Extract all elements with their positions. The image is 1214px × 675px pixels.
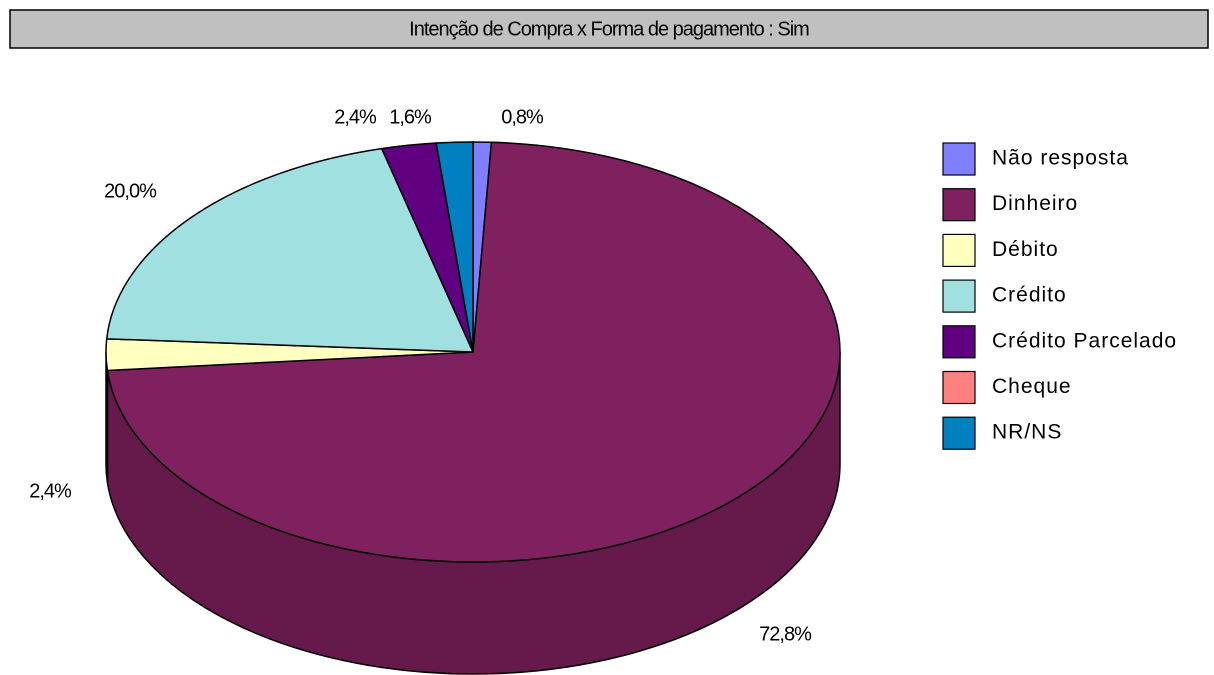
pie-slice — [105, 147, 475, 353]
legend-swatch — [942, 233, 976, 267]
legend-swatch — [942, 188, 976, 222]
data-label: 2,4% — [29, 480, 72, 502]
legend-label: Crédito Parcelado — [992, 329, 1177, 352]
legend-swatch — [942, 370, 976, 405]
legend-label: Crédito — [992, 284, 1067, 307]
legend-swatch — [942, 142, 976, 176]
legend-label: Débito — [992, 238, 1059, 261]
legend-label: Não resposta — [992, 147, 1129, 170]
data-label: 1,6% — [389, 106, 432, 128]
pie-slice — [435, 141, 474, 353]
data-label: 72,8% — [759, 623, 812, 645]
legend-label: NR/NS — [992, 421, 1062, 444]
chart-title: Intenção de Compra x Forma de pagamento … — [409, 18, 809, 40]
data-label: 2,4% — [334, 106, 377, 128]
legend-swatch — [942, 416, 976, 450]
data-label: 20,0% — [104, 180, 157, 202]
legend-swatch — [942, 279, 976, 313]
title-bar — [9, 9, 1209, 49]
data-label: 0,8% — [501, 106, 544, 128]
legend-label: Cheque — [992, 375, 1072, 398]
legend-label: Dinheiro — [992, 192, 1078, 215]
legend-swatch — [942, 325, 976, 359]
